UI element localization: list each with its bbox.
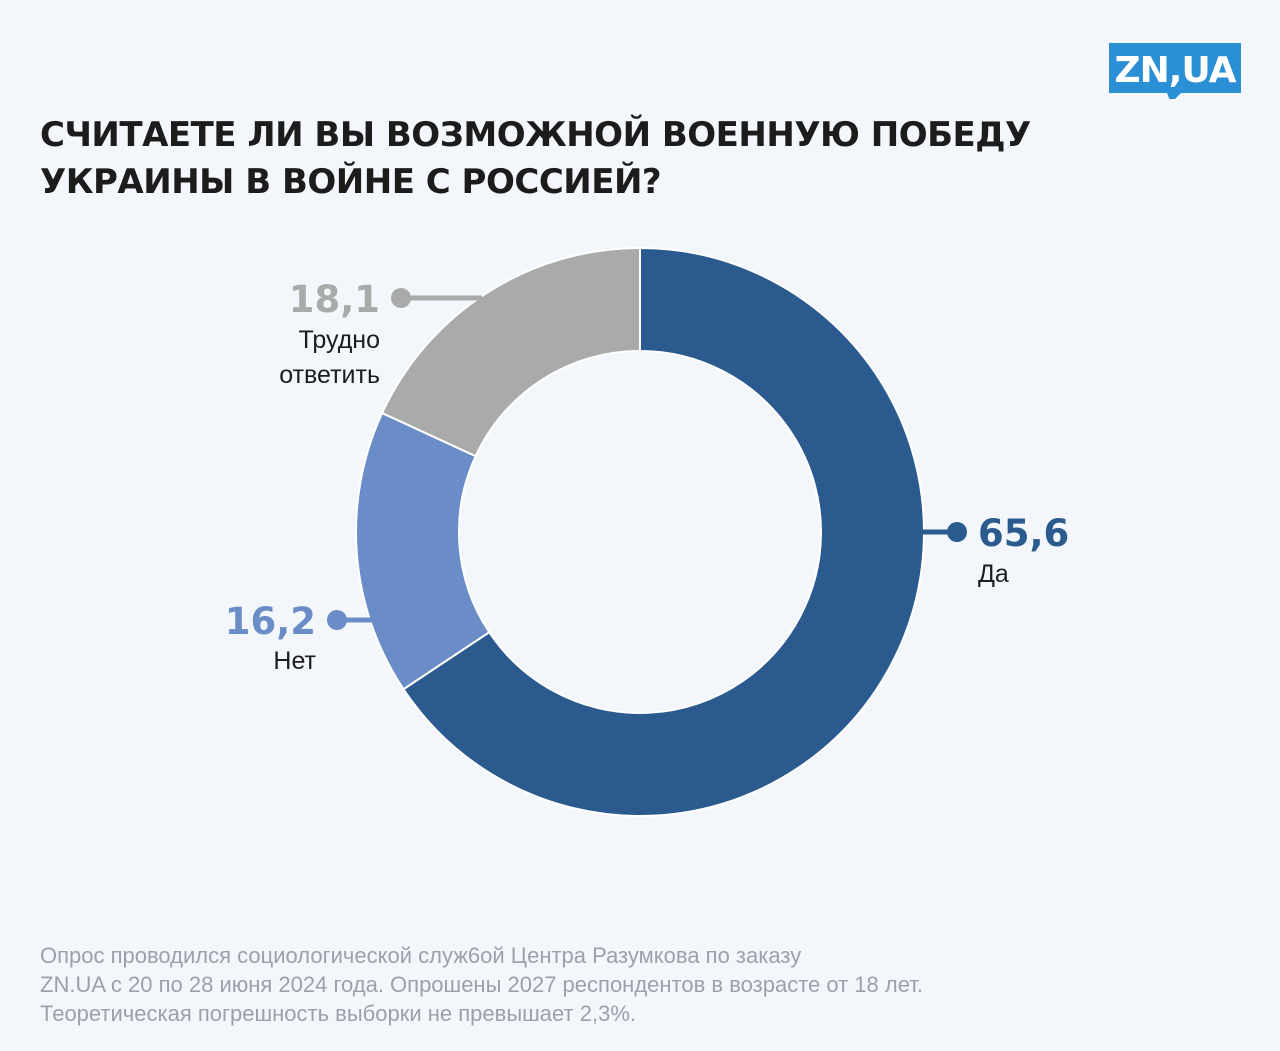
slice-label-2: Нет — [273, 647, 316, 675]
slice-value-2: 16,2 — [225, 600, 316, 643]
footnote-line-1: Опрос проводился социологической служ6ой… — [40, 943, 802, 968]
slice-value-1: 65,6 — [978, 512, 1069, 555]
chart-title: СЧИТАЕТЕ ЛИ ВЫ ВОЗМОЖНОЙ ВОЕННУЮ ПОБЕДУ … — [40, 112, 1040, 206]
zn-ua-logo: ZN,UA — [1109, 43, 1241, 99]
chart-title-line-1: СЧИТАЕТЕ ЛИ ВЫ ВОЗМОЖНОЙ ВОЕННУЮ ПОБЕДУ — [40, 115, 1031, 155]
leader-dot-3 — [391, 288, 411, 308]
donut-slice-1 — [402, 246, 925, 817]
slice-value-3: 18,1 — [289, 278, 380, 321]
footnote-line-3: Теоретическая погрешность выборки не пре… — [40, 1001, 636, 1026]
leader-dot-2 — [327, 610, 347, 630]
footnote-line-2: ZN.UA с 20 по 28 июня 2024 года. Опрошен… — [40, 972, 923, 997]
donut-slice-3 — [380, 246, 641, 458]
chart-title-line-2: УКРАИНЫ В ВОЙНЕ С РОССИЕЙ? — [40, 162, 662, 202]
logo-text: ZN,UA — [1115, 50, 1237, 91]
slice-label-1: Да — [978, 560, 1009, 588]
slice-label-3-line-2: ответить — [279, 361, 380, 389]
leader-dot-1 — [947, 522, 967, 542]
slice-label-3-line-1: Трудно — [299, 326, 380, 354]
footnote: Опрос проводился социологической служ6ой… — [40, 941, 1240, 1028]
